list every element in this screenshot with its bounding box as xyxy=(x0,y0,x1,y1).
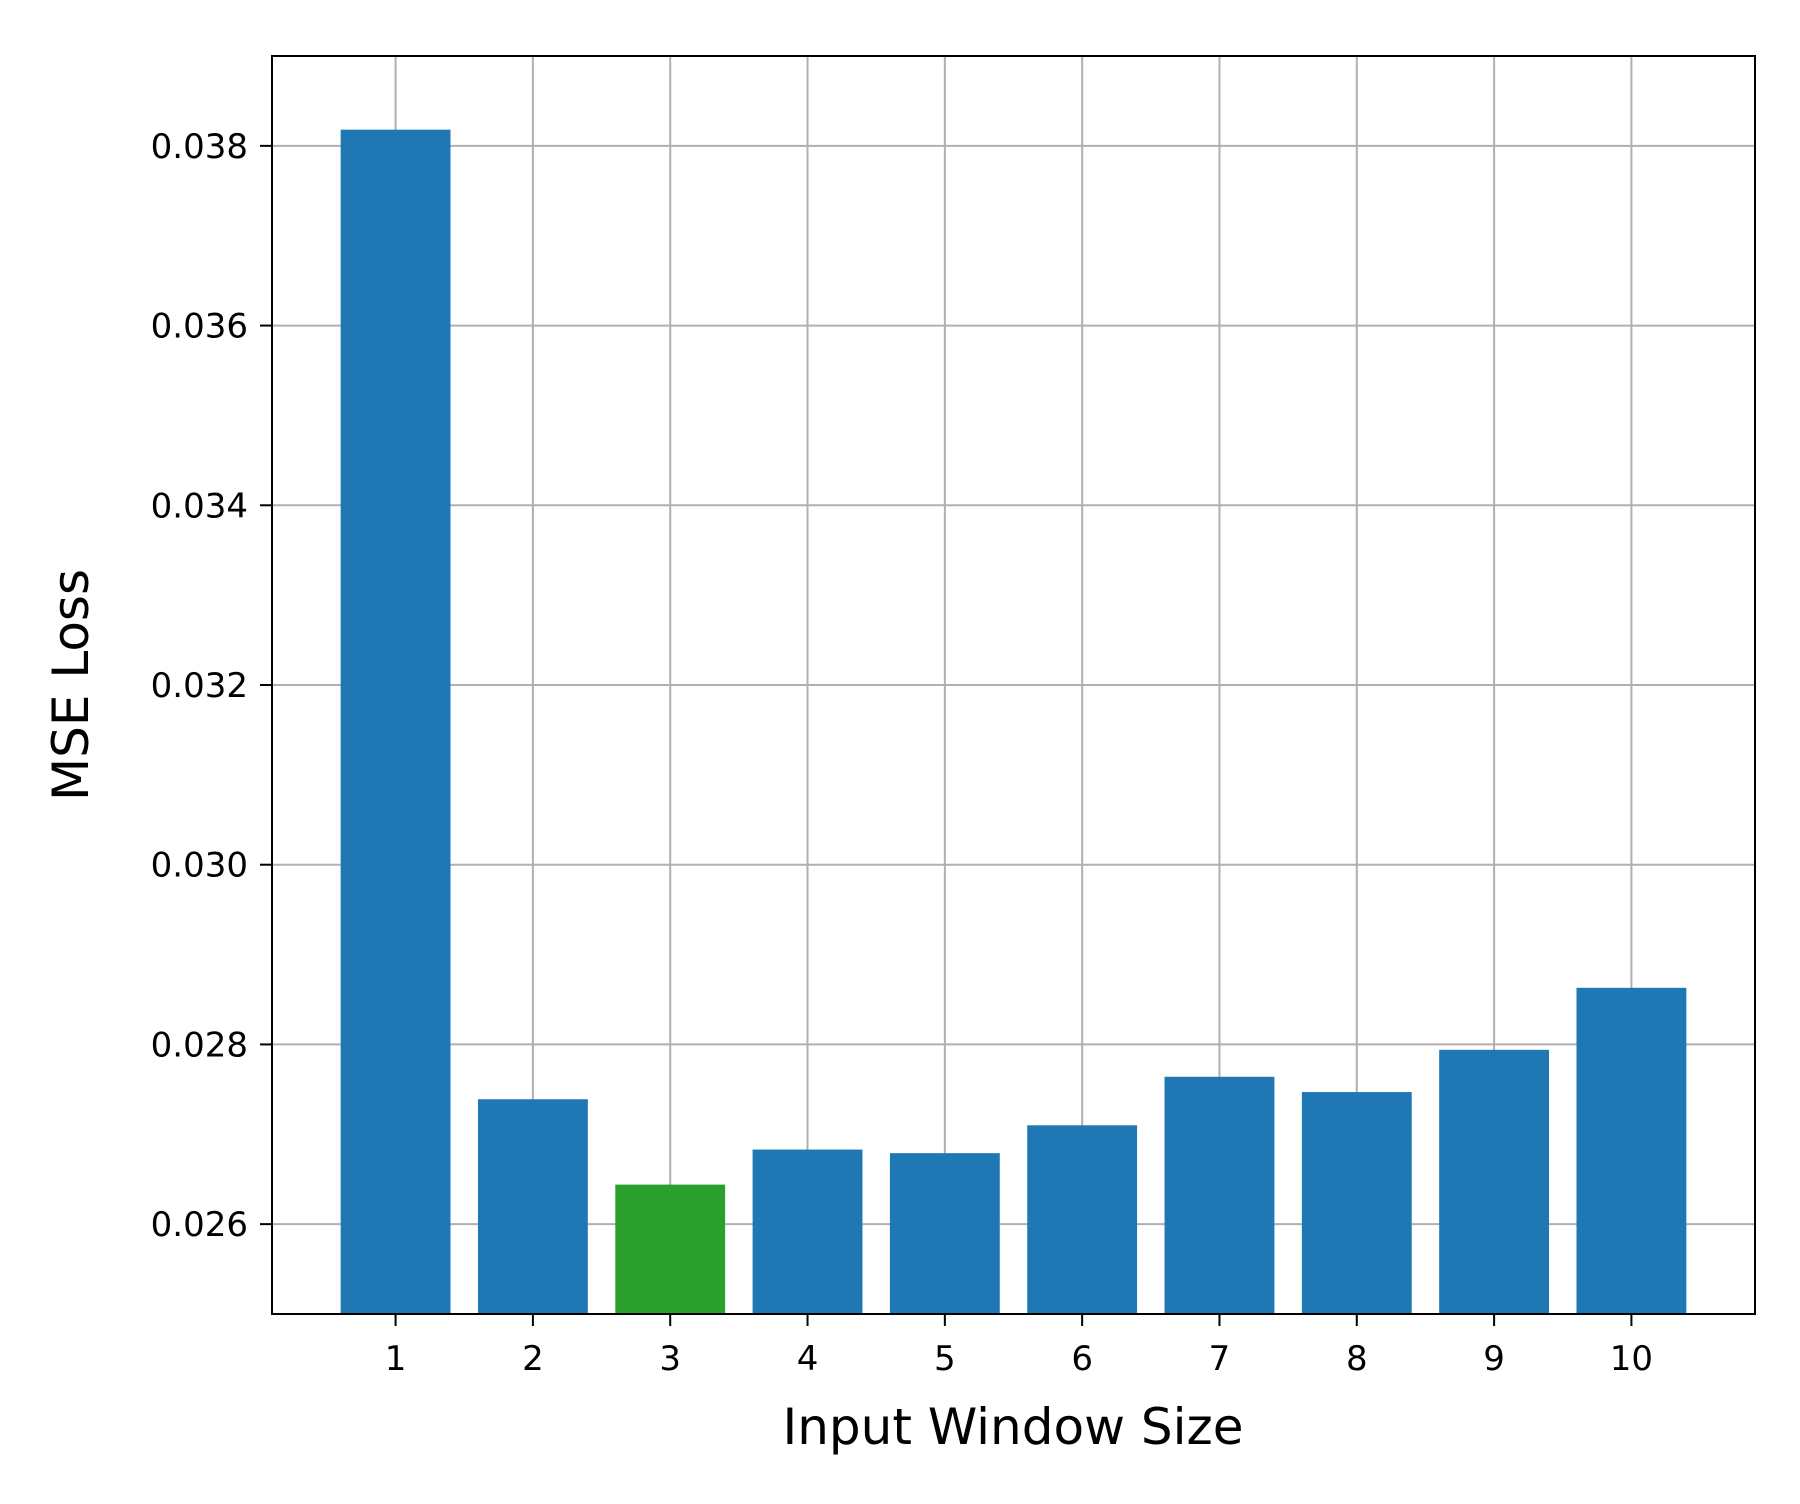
x-tick-label: 10 xyxy=(1610,1339,1653,1379)
bar-9 xyxy=(1439,1049,1550,1314)
y-tick-label: 0.028 xyxy=(151,1025,248,1065)
x-tick-label: 8 xyxy=(1346,1339,1368,1379)
bar-3 xyxy=(615,1184,726,1314)
bar-5 xyxy=(889,1153,1000,1314)
y-tick-label: 0.030 xyxy=(151,846,248,886)
bar-6 xyxy=(1027,1125,1138,1314)
bar-1 xyxy=(340,129,451,1314)
bars xyxy=(340,129,1687,1314)
x-tick-label: 1 xyxy=(385,1339,407,1379)
y-axis-label: MSE Loss xyxy=(42,569,100,801)
y-tick-label: 0.026 xyxy=(151,1205,248,1245)
bar-2 xyxy=(477,1099,588,1314)
bar-10 xyxy=(1576,987,1687,1314)
x-tick-label: 2 xyxy=(522,1339,544,1379)
bar-4 xyxy=(752,1149,863,1314)
y-tick-label: 0.032 xyxy=(151,666,248,706)
x-tick-label: 4 xyxy=(797,1339,819,1379)
x-axis-label: Input Window Size xyxy=(782,1398,1243,1456)
ticks: 1 2 3 4 5 6 7 8 9 10 0.026 0.028 0.030 0.032 0.034 0.03… xyxy=(151,127,1653,1379)
y-tick-label: 0.034 xyxy=(151,486,248,526)
x-tick-label: 7 xyxy=(1209,1339,1231,1379)
x-tick-label: 9 xyxy=(1483,1339,1505,1379)
y-tick-label: 0.036 xyxy=(151,307,248,347)
bar-7 xyxy=(1164,1076,1275,1314)
y-tick-label: 0.038 xyxy=(151,127,248,167)
x-tick-label: 3 xyxy=(659,1339,681,1379)
bar-8 xyxy=(1301,1092,1412,1314)
x-tick-label: 5 xyxy=(934,1339,956,1379)
x-tick-label: 6 xyxy=(1071,1339,1093,1379)
